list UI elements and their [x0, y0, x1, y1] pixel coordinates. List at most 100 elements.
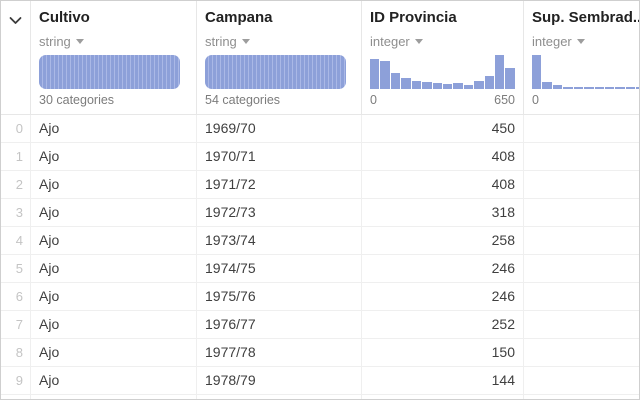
row-index: 6 — [1, 283, 31, 310]
cell: Ajo — [31, 339, 197, 366]
category-count-label: 54 categories — [205, 93, 281, 107]
cell: 252 — [362, 311, 524, 338]
cell: Ajo — [31, 283, 197, 310]
summary-label-row: 0 650 — [370, 94, 515, 108]
histogram-bar — [563, 87, 573, 89]
column-header-id-provincia[interactable]: ID Provincia integer 0 650 — [362, 1, 524, 114]
category-pill — [205, 55, 346, 89]
histogram-bar — [463, 85, 474, 89]
cell: 1972/73 — [197, 199, 362, 226]
table-row: 0 Ajo 1969/70 450 — [1, 115, 639, 143]
table-row: 2 Ajo 1971/72 408 — [1, 171, 639, 199]
collapse-button[interactable] — [1, 1, 31, 114]
cell: 258 — [362, 227, 524, 254]
table-header-row: Cultivo string 30 categories Campana string 5… — [1, 1, 639, 115]
row-index: 5 — [1, 255, 31, 282]
table-row: 3 Ajo 1972/73 318 — [1, 199, 639, 227]
histogram-bar — [474, 81, 484, 89]
histogram-min-label: 0 — [370, 93, 377, 107]
column-type-label: integer — [370, 33, 410, 49]
column-type-dropdown[interactable]: integer — [532, 35, 585, 48]
cell: 1971/72 — [197, 171, 362, 198]
row-index: 7 — [1, 311, 31, 338]
cell: Ajo — [31, 255, 197, 282]
row-index: 0 — [1, 115, 31, 142]
cell: Ajo — [31, 115, 197, 142]
cell: Ajo — [31, 311, 197, 338]
histogram-bar — [505, 68, 515, 89]
table-body: 0 Ajo 1969/70 450 1 Ajo 1970/71 408 2 Ajo 1971/72 4… — [1, 115, 639, 399]
column-type-dropdown[interactable]: string — [205, 35, 250, 48]
column-header-sup-sembrad[interactable]: Sup. Sembrad... integer 0 — [524, 1, 639, 114]
cell — [524, 171, 639, 198]
caret-down-icon — [241, 39, 250, 45]
histogram-summary-chart[interactable] — [370, 55, 515, 89]
cell: 408 — [362, 171, 524, 198]
table-row: 5 Ajo 1974/75 246 — [1, 255, 639, 283]
column-name: Cultivo — [39, 9, 90, 26]
cell: Ajo — [31, 143, 197, 170]
cell: 144 — [362, 367, 524, 394]
cell — [524, 311, 639, 338]
histogram-bar — [422, 82, 432, 89]
summary-label-row: 54 categories — [205, 94, 353, 108]
table-row: 9 Ajo 1978/79 144 — [1, 367, 639, 395]
category-pill — [39, 55, 180, 89]
table-row: 4 Ajo 1973/74 258 — [1, 227, 639, 255]
caret-down-icon — [75, 39, 84, 45]
table-row: 7 Ajo 1976/77 252 — [1, 311, 639, 339]
row-index: 8 — [1, 339, 31, 366]
cell: 450 — [362, 115, 524, 142]
cell: 1973/74 — [197, 227, 362, 254]
column-type-label: integer — [532, 33, 572, 49]
histogram-bar — [604, 87, 615, 89]
histogram-bar — [625, 87, 636, 89]
column-header-campana[interactable]: Campana string 54 categories — [197, 1, 362, 114]
chevron-down-icon — [8, 13, 23, 28]
cell: 150 — [362, 339, 524, 366]
row-index: 4 — [1, 227, 31, 254]
histogram-bar — [390, 73, 401, 89]
histogram-bar — [636, 87, 639, 89]
cell — [197, 395, 362, 399]
histogram-summary-chart[interactable] — [532, 55, 639, 89]
column-name: Sup. Sembrad... — [532, 9, 639, 26]
caret-down-icon — [414, 39, 423, 45]
summary-label-row: 0 — [532, 94, 639, 108]
column-type-dropdown[interactable]: string — [39, 35, 84, 48]
cell: 1970/71 — [197, 143, 362, 170]
cell: Ajo — [31, 367, 197, 394]
histogram-bar — [552, 85, 563, 89]
cell: 1976/77 — [197, 311, 362, 338]
histogram-bar — [401, 78, 411, 89]
cell — [524, 339, 639, 366]
cell — [524, 227, 639, 254]
cell: Ajo — [31, 227, 197, 254]
histogram-bar — [573, 87, 584, 89]
column-header-cultivo[interactable]: Cultivo string 30 categories — [31, 1, 197, 114]
cell: 318 — [362, 199, 524, 226]
histogram-bar — [584, 87, 594, 89]
category-summary-chart[interactable] — [205, 55, 353, 89]
column-type-dropdown[interactable]: integer — [370, 35, 423, 48]
histogram-bar — [484, 76, 495, 89]
table-row-partial — [1, 395, 639, 399]
histogram-bars — [532, 55, 639, 89]
cell — [524, 255, 639, 282]
cell — [524, 283, 639, 310]
column-type-label: string — [205, 33, 237, 49]
cell — [524, 199, 639, 226]
table-row: 8 Ajo 1977/78 150 — [1, 339, 639, 367]
histogram-bar — [411, 81, 422, 89]
histogram-bar — [615, 87, 625, 89]
cell: 246 — [362, 283, 524, 310]
cell — [31, 395, 197, 399]
cell: Ajo — [31, 171, 197, 198]
column-name: ID Provincia — [370, 9, 457, 26]
category-summary-chart[interactable] — [39, 55, 188, 89]
category-count-label: 30 categories — [39, 93, 115, 107]
histogram-bar — [380, 61, 390, 89]
